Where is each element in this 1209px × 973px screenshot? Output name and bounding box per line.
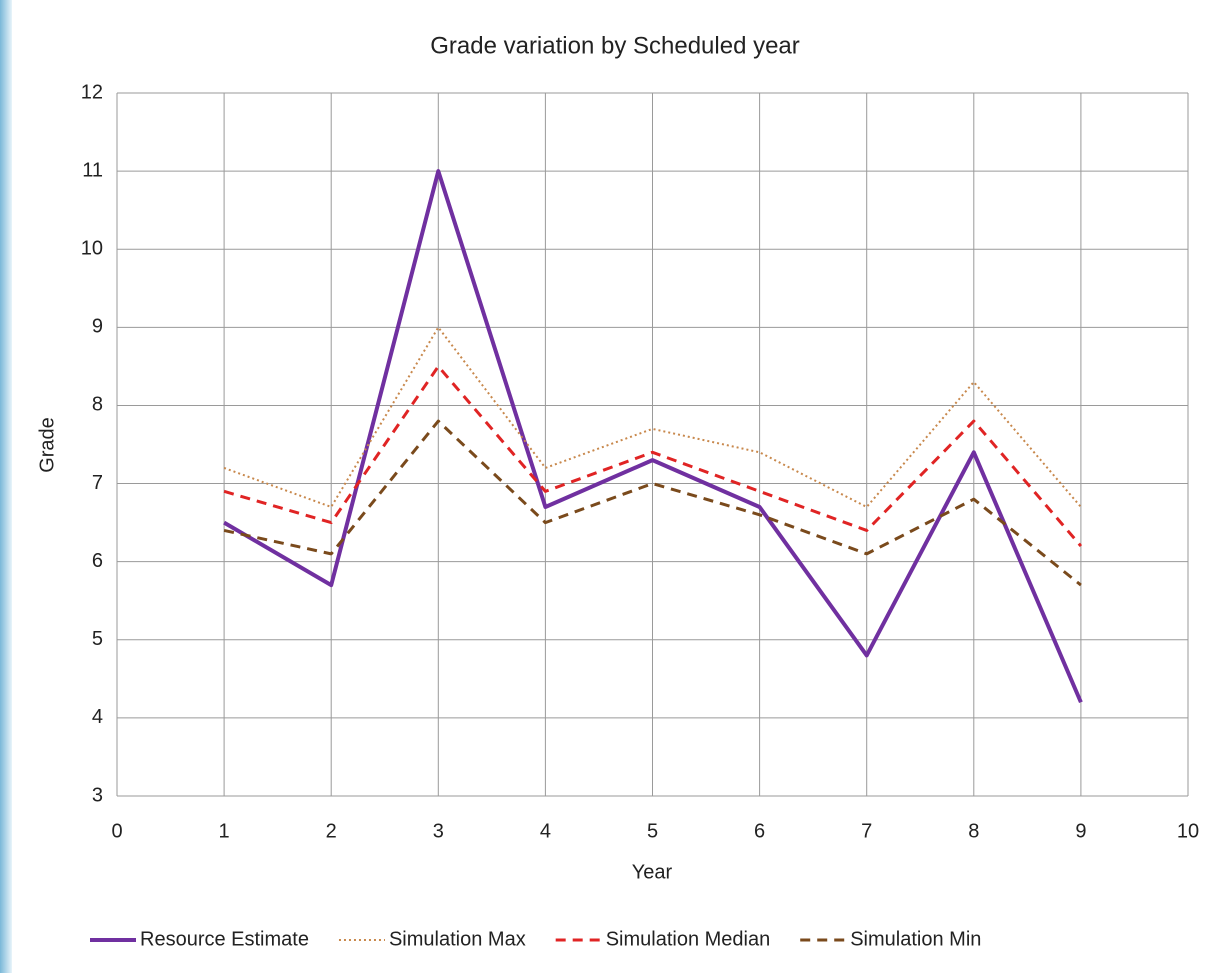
series-line [223, 364, 1083, 548]
legend-label: Resource Estimate [140, 928, 309, 950]
y-tick-label: 4 [92, 706, 103, 728]
x-tick-label: 1 [219, 820, 230, 842]
x-tick-label: 7 [861, 820, 872, 842]
chart-title: Grade variation by Scheduled year [430, 32, 800, 59]
y-tick-label: 5 [92, 628, 103, 650]
y-axis-label: Grade [36, 417, 58, 473]
background-edge [0, 0, 12, 973]
y-tick-label: 11 [82, 159, 103, 181]
legend-label: Simulation Max [389, 928, 526, 950]
x-tick-label: 8 [968, 820, 979, 842]
y-tick-label: 3 [92, 784, 103, 806]
y-tick-label: 6 [92, 550, 103, 572]
legend-label: Simulation Min [850, 928, 981, 950]
y-tick-label: 10 [81, 238, 103, 260]
y-tick-label: 12 [81, 81, 103, 103]
y-tick-label: 9 [92, 316, 103, 338]
x-tick-label: 0 [111, 820, 122, 842]
legend-label: Simulation Median [606, 928, 771, 950]
series-line [223, 169, 1083, 704]
x-tick-label: 2 [326, 820, 337, 842]
y-tick-label: 7 [92, 472, 103, 494]
x-tick-label: 5 [647, 820, 658, 842]
x-tick-label: 3 [433, 820, 444, 842]
x-tick-label: 6 [754, 820, 765, 842]
x-axis-label: Year [632, 861, 673, 883]
y-tick-label: 8 [92, 394, 103, 416]
x-tick-label: 9 [1075, 820, 1086, 842]
x-tick-label: 4 [540, 820, 551, 842]
x-tick-label: 10 [1177, 820, 1199, 842]
